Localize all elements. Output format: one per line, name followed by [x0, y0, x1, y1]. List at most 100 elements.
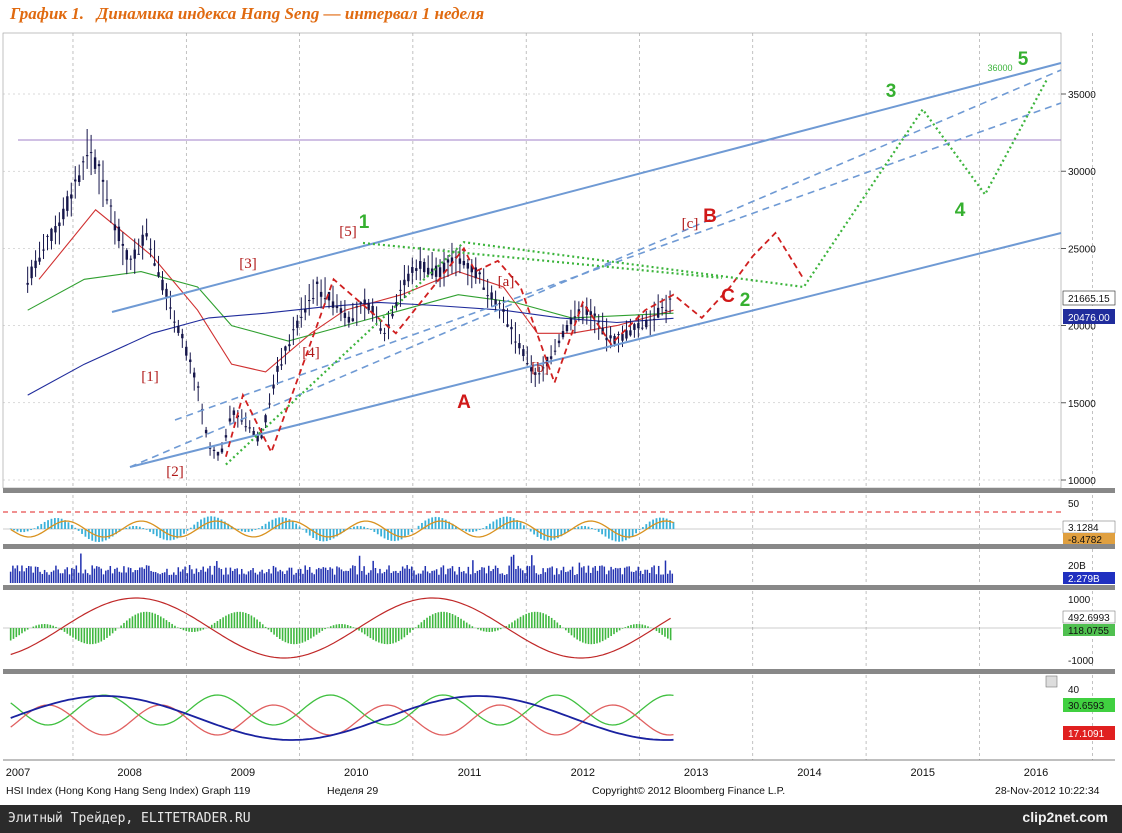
osc-signal-line — [10, 520, 674, 538]
macd-bar — [329, 626, 332, 628]
price-axis: 10000 15000 20000 25000 30000 35000 — [1061, 90, 1096, 487]
macd-bar — [346, 625, 349, 628]
candle-body — [442, 262, 446, 273]
volume-bar — [503, 574, 506, 583]
macd-bar — [528, 612, 530, 628]
candle-body — [474, 267, 477, 279]
candle-body — [129, 258, 132, 260]
macd-bar — [120, 625, 122, 628]
volume-bar — [454, 571, 456, 583]
volume-bar — [315, 569, 318, 583]
volume-bar — [46, 572, 48, 583]
macd-label-1: 492.6993 — [1068, 613, 1110, 624]
macd-bar — [604, 628, 607, 640]
volume-bar — [134, 570, 136, 583]
candle-body — [553, 350, 557, 352]
osc-bar — [621, 529, 624, 542]
volume-bar — [66, 567, 69, 583]
macd-bar — [584, 628, 587, 644]
macd-bar — [41, 624, 43, 628]
panel-toggle[interactable] — [1045, 675, 1058, 688]
volume-bar — [667, 573, 669, 583]
volume-bar — [415, 574, 417, 583]
candle-body — [224, 435, 228, 438]
volume-bar — [553, 574, 556, 583]
volume-bar — [129, 568, 132, 583]
volume-bar — [431, 570, 433, 583]
osc-bar — [288, 519, 291, 529]
volume-bar — [540, 573, 542, 583]
macd-bar — [162, 618, 165, 628]
osc-bar — [509, 517, 512, 529]
macd-bar — [15, 628, 18, 638]
macd-bar — [499, 628, 502, 630]
wave-label-bracket: [c] — [682, 216, 699, 232]
macd-bar — [298, 628, 301, 644]
volume-bar — [145, 565, 148, 583]
candle-body — [641, 327, 644, 329]
macd-bar — [111, 628, 114, 634]
macd-bar — [618, 628, 621, 631]
macd-bar — [361, 628, 363, 633]
volume-bar — [116, 567, 118, 583]
candle-body — [664, 309, 668, 311]
osc-bar — [74, 527, 77, 529]
macd-bar — [590, 628, 593, 645]
candle-body — [323, 298, 327, 300]
volume-bar — [311, 572, 313, 583]
volume-bar — [657, 565, 660, 583]
candle-body — [490, 292, 493, 300]
candle-body — [137, 253, 140, 255]
osc-bar — [196, 521, 199, 529]
osc-bar — [220, 519, 223, 529]
osc-bar — [64, 520, 66, 529]
volume-bar — [397, 572, 399, 583]
volume-bar — [284, 573, 286, 583]
candle-body — [637, 323, 640, 329]
volume-bar — [610, 566, 612, 583]
macd-bar — [236, 611, 239, 628]
volume-bar — [623, 567, 626, 583]
volume-bar — [537, 574, 540, 583]
macd-bar — [179, 628, 182, 629]
volume-bar — [166, 568, 168, 583]
candle-body — [601, 327, 604, 335]
macd-bar — [80, 628, 83, 643]
macd-bar — [576, 628, 578, 640]
volume-bar — [517, 565, 519, 583]
macd-bar — [471, 626, 474, 628]
macd-bar — [494, 628, 496, 632]
wave-label-number: 4 — [955, 200, 966, 221]
volume-bar — [80, 553, 82, 583]
candle-body — [633, 324, 636, 330]
osc-bar — [553, 529, 556, 540]
macd-bar — [531, 612, 533, 628]
macd-bar — [621, 628, 624, 629]
macd-bar — [318, 628, 321, 633]
macd-bar — [9, 628, 12, 641]
macd-bar — [542, 613, 544, 628]
volume-bar — [587, 565, 590, 583]
candle-body — [569, 317, 573, 325]
macd-bar — [259, 621, 261, 628]
osc-bar — [298, 526, 301, 529]
price-grid — [3, 93, 1061, 481]
clip2net-logo[interactable]: clip2net.com — [1022, 809, 1108, 825]
volume-bar — [34, 566, 37, 583]
volume-bar — [243, 573, 245, 583]
price-candles — [26, 129, 672, 461]
candle-body — [561, 331, 565, 338]
volume-bar — [200, 569, 202, 583]
macd-bar — [267, 628, 270, 630]
volume-bar — [354, 565, 356, 583]
osc-bar — [672, 521, 675, 529]
volume-bar — [490, 571, 492, 583]
macd-bar — [522, 615, 525, 628]
volume-bar — [501, 573, 504, 583]
osc-bar — [305, 529, 308, 533]
osc-bar — [254, 529, 257, 530]
macd-bar — [553, 620, 556, 628]
macd-bar — [94, 628, 97, 644]
volume-bar — [603, 566, 606, 583]
macd-bar — [633, 624, 635, 628]
